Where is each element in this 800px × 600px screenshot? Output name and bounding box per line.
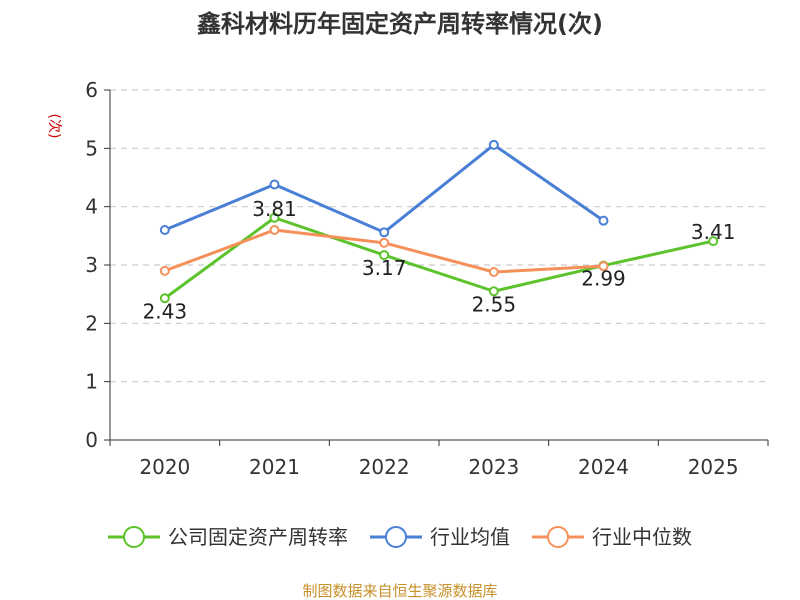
- series-group: [159, 139, 719, 304]
- series-0-point-2022: [379, 250, 390, 261]
- data-labels: 2.43 3.81 3.17 2.55 2.99 3.41: [143, 197, 736, 324]
- series-line-0: [163, 216, 714, 300]
- y-tick-label-5: 5: [85, 136, 98, 160]
- data-label-2021: 3.81: [252, 197, 297, 221]
- axes: 0 1 2 3 4 5 6 2020 2021 2022 2023 2024 2025: [85, 78, 769, 479]
- x-tick-label-2023: 2023: [468, 455, 519, 479]
- x-tick-label-2021: 2021: [249, 455, 300, 479]
- series-0-point-2020: [159, 293, 170, 304]
- series-2-point-2020: [159, 265, 170, 276]
- series-1-point-2024: [598, 215, 609, 226]
- series-line-1: [164, 143, 605, 234]
- legend-marker-1: [385, 526, 407, 548]
- series-0-point-2025: [708, 236, 719, 247]
- data-label-2023: 2.55: [472, 292, 517, 316]
- series-1-point-2023: [488, 139, 499, 150]
- legend-label-2: 行业中位数: [592, 525, 692, 549]
- series-2-point-2024: [598, 261, 609, 272]
- x-tick-label-2025: 2025: [688, 455, 739, 479]
- series-1-point-2022: [379, 227, 390, 238]
- x-tick-label-2024: 2024: [578, 455, 629, 479]
- series-2-point-2021: [269, 225, 280, 235]
- series-1-point-2020: [159, 225, 170, 235]
- series-0-point-2023: [488, 286, 499, 297]
- legend-marker-2: [547, 526, 569, 548]
- data-label-2024: 2.99: [581, 267, 626, 291]
- y-tick-label-3: 3: [85, 253, 98, 277]
- x-tick-label-2020: 2020: [139, 455, 190, 479]
- legend-label-1: 行业均值: [430, 525, 510, 549]
- series-2-point-2023: [488, 267, 499, 277]
- y-tick-label-2: 2: [85, 311, 98, 335]
- legend: 公司固定资产周转率 行业均值 行业中位数: [108, 525, 692, 549]
- chart-title: 鑫科材料历年固定资产周转率情况(次): [197, 10, 603, 38]
- grid-lines: [110, 89, 768, 383]
- legend-marker-0: [123, 526, 145, 548]
- y-axis-label: (次): [46, 114, 62, 139]
- y-tick-label-1: 1: [85, 370, 98, 394]
- source-note: 制图数据来自恒生聚源数据库: [302, 582, 497, 600]
- series-2-point-2022: [379, 237, 390, 248]
- data-label-2020: 2.43: [143, 299, 188, 323]
- y-tick-label-4: 4: [85, 195, 98, 219]
- y-tick-label-6: 6: [85, 78, 98, 102]
- data-label-2022: 3.17: [362, 256, 407, 280]
- series-1-point-2021: [269, 179, 280, 190]
- series-0-point-2021: [269, 212, 280, 223]
- data-label-2025: 3.41: [691, 220, 736, 244]
- x-tick-label-2022: 2022: [359, 455, 410, 479]
- legend-label-0: 公司固定资产周转率: [168, 525, 348, 549]
- y-tick-label-0: 0: [85, 428, 98, 452]
